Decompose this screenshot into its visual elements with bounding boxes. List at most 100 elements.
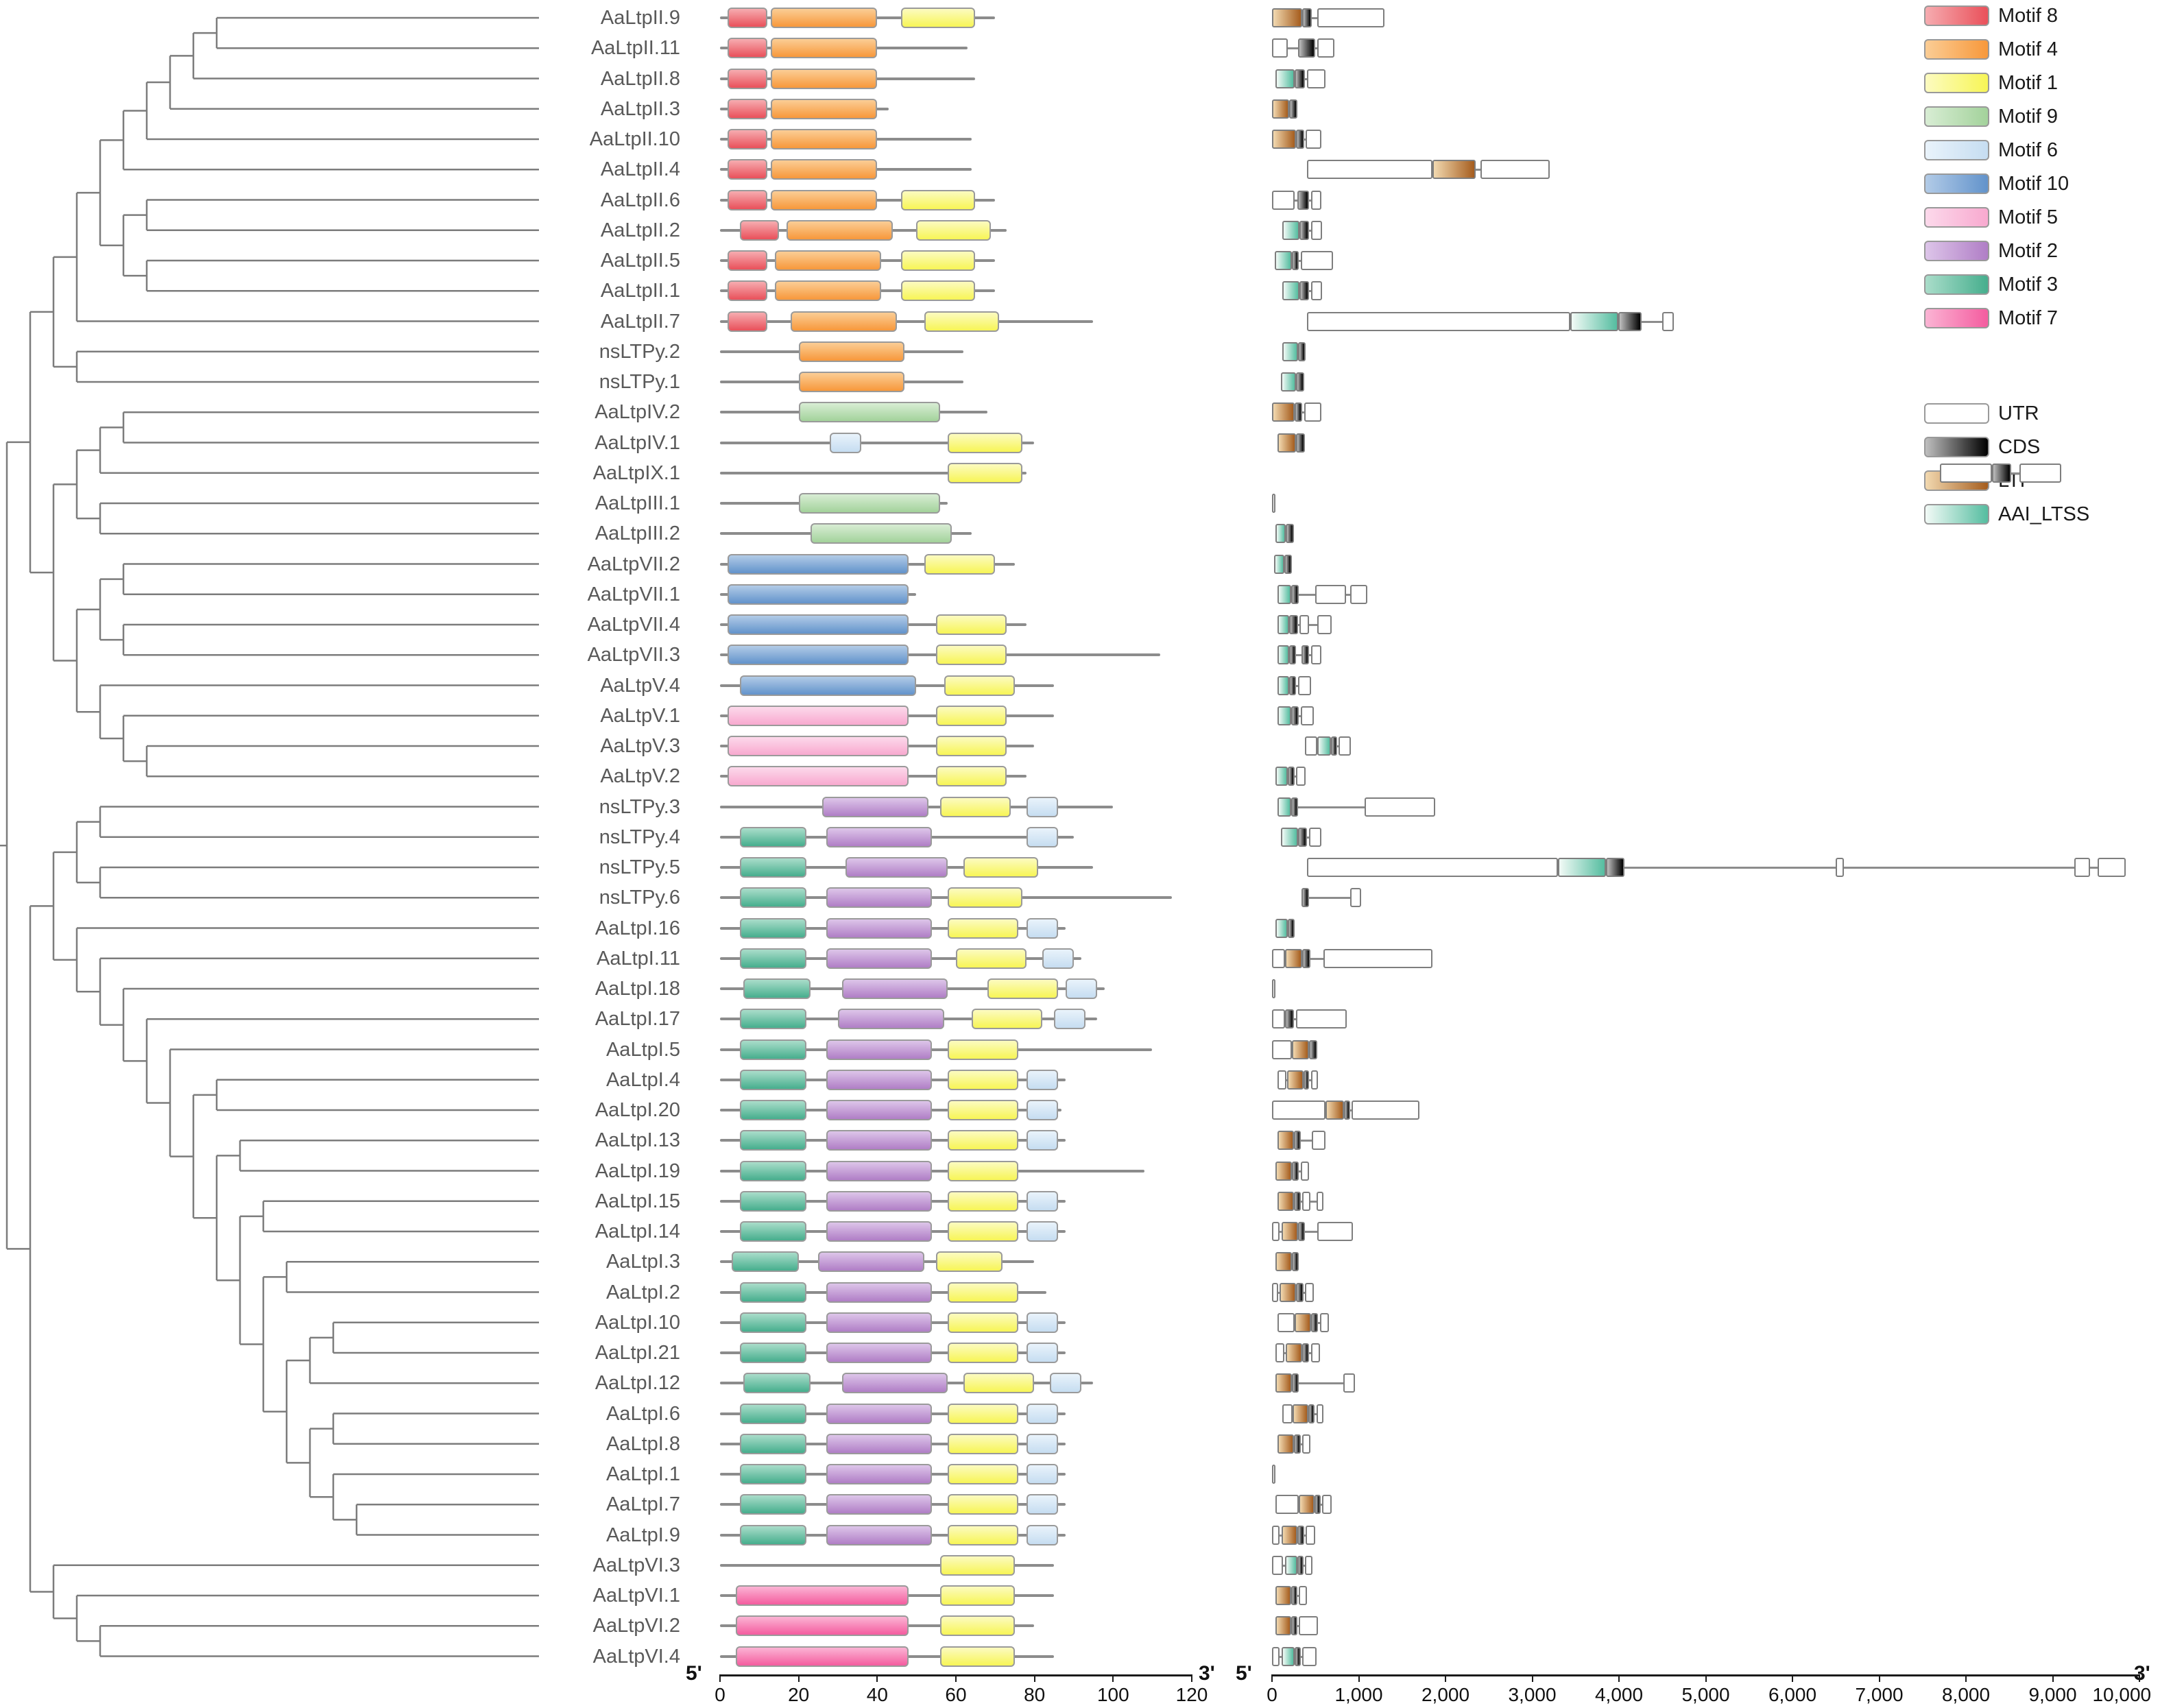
axis-tick <box>1033 1674 1035 1682</box>
legend-item-AAI: AAI_LTSS <box>1924 503 2089 525</box>
feature-box-UTR <box>1305 1282 1314 1302</box>
axis-tick <box>1445 1674 1446 1682</box>
motif-box-m1 <box>963 1373 1035 1394</box>
feature-box-LTP <box>1280 1282 1297 1302</box>
feature-box-CDS <box>1287 767 1295 786</box>
motif-box-m8 <box>728 8 767 28</box>
motif-box-m2 <box>826 826 933 847</box>
motif-box-m1 <box>948 1343 1019 1363</box>
feature-box-AAI <box>1558 858 1606 877</box>
feature-box-UTR <box>1300 706 1314 725</box>
legend-item-m1: Motif 1 <box>1924 71 2069 94</box>
feature-box-AAI <box>1277 675 1290 695</box>
feature-box-CDS <box>1289 615 1298 634</box>
gene-backbone <box>1306 867 2126 869</box>
legend-label: CDS <box>1998 435 2041 458</box>
motif-box-m8 <box>728 129 767 149</box>
feature-box-CDS <box>1289 675 1297 695</box>
feature-box-CDS <box>1293 1191 1301 1211</box>
legend-swatch-UTR <box>1924 403 1989 424</box>
motif-box-m3 <box>739 1039 807 1060</box>
feature-box-UTR <box>1272 1009 1285 1029</box>
motif-box-m6 <box>1026 1100 1058 1120</box>
gene-backbone <box>1272 199 1322 202</box>
motif-box-m4 <box>771 8 878 28</box>
gene-label: AaLtpVII.4 <box>587 614 680 636</box>
feature-box-CDS <box>1291 584 1299 604</box>
motif-box-m1 <box>900 280 976 302</box>
motif-legend: Motif 8 Motif 4 Motif 1 Motif 9 Motif 6 Motif… <box>1924 5 2069 341</box>
motif-box-m3 <box>739 1464 807 1484</box>
gene-backbone <box>1277 1443 1310 1445</box>
gene-label: nsLTPy.3 <box>599 795 680 818</box>
feature-box-CDS <box>1297 190 1310 210</box>
feature-box-CDS <box>1297 1222 1306 1241</box>
legend-swatch-m5 <box>1924 207 1989 228</box>
feature-box-UTR <box>1322 1495 1332 1515</box>
feature-box-CDS <box>1991 463 2011 483</box>
feature-box-AAI <box>1275 767 1288 786</box>
motif-box-m1 <box>944 675 1015 696</box>
motif-box-m4 <box>798 372 905 392</box>
feature-box-CDS <box>1309 1039 1317 1059</box>
feature-box-CDS <box>1310 1312 1319 1332</box>
feature-box-UTR <box>1275 1495 1299 1515</box>
motif-box-m6 <box>1026 1221 1058 1242</box>
feature-box-UTR <box>1305 1555 1313 1575</box>
motif-box-m8 <box>728 189 767 211</box>
feature-box-AAI <box>1282 281 1300 301</box>
axis-tick <box>797 1674 800 1682</box>
feature-box-UTR <box>1299 1616 1319 1636</box>
feature-box-CDS <box>1297 827 1307 847</box>
feature-box-CDS <box>1293 1131 1301 1151</box>
motif-box-m3 <box>739 1403 807 1424</box>
motif-box-m2 <box>845 857 948 878</box>
motif-box-m4 <box>775 250 881 271</box>
motif-box-m1 <box>916 219 992 241</box>
motif-box-m3 <box>739 1524 807 1545</box>
legend-label: Motif 7 <box>1998 306 2059 329</box>
motif-box-m3 <box>739 1343 807 1363</box>
feature-box-UTR <box>1300 1161 1310 1181</box>
legend-label: Motif 1 <box>1998 71 2059 94</box>
gene-label: AaLtpI.12 <box>595 1372 680 1395</box>
gene-label: AaLtpV.3 <box>600 735 680 757</box>
feature-box-UTR <box>1272 948 1285 968</box>
feature-box-AAI <box>1273 554 1284 574</box>
motif-box-m1 <box>948 1433 1019 1454</box>
motif-box-m2 <box>826 887 933 909</box>
axis-tick-label: 2,000 <box>1421 1684 1470 1705</box>
feature-box-CDS <box>1292 1252 1299 1272</box>
feature-box-UTR <box>1272 190 1295 210</box>
motif-box-m1 <box>987 978 1058 999</box>
gene-label: AaLtpI.21 <box>595 1342 680 1364</box>
motif-box-m6 <box>1026 1524 1058 1545</box>
legend-swatch-m9 <box>1924 106 1989 127</box>
motif-box-m2 <box>826 917 933 939</box>
motif-box-m3 <box>739 1069 807 1090</box>
motif-box-m9 <box>810 523 952 544</box>
axis-tick-label: 4,000 <box>1594 1684 1644 1705</box>
motif-box-m2 <box>826 1403 933 1424</box>
gene-label: AaLtpI.3 <box>605 1251 680 1273</box>
gene-label: AaLtpII.2 <box>600 219 680 241</box>
feature-box-CDS <box>1303 1070 1310 1090</box>
motif-box-m2 <box>826 1494 933 1515</box>
motif-box-m3 <box>739 1282 807 1303</box>
motif-box-m1 <box>948 1464 1019 1484</box>
gene-axis-5prime-label: 5' <box>1236 1662 1252 1685</box>
feature-box-UTR <box>1272 1555 1284 1575</box>
legend-label: Motif 5 <box>1998 206 2059 228</box>
gene-label: nsLTPy.1 <box>599 371 680 393</box>
legend-swatch-CDS <box>1924 437 1989 457</box>
axis-tick-label: 3,000 <box>1508 1684 1557 1705</box>
motif-box-m8 <box>728 68 767 89</box>
feature-box-UTR <box>1272 979 1276 998</box>
feature-box-UTR <box>1349 584 1368 604</box>
axis-tick <box>1878 1674 1880 1682</box>
gene-label: AaLtpI.1 <box>605 1463 680 1485</box>
motif-box-m4 <box>791 311 897 332</box>
protein-axis-5prime-label: 5' <box>686 1662 702 1685</box>
axis-tick <box>1705 1674 1707 1682</box>
